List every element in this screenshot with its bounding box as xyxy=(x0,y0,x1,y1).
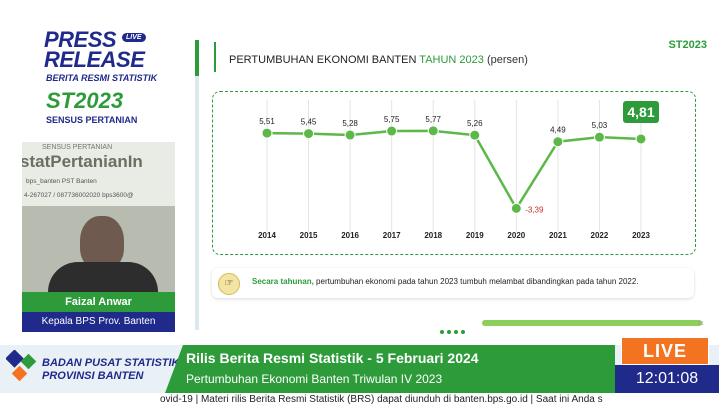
x-tick-label: 2017 xyxy=(383,231,401,240)
lower-third-main xyxy=(165,345,615,393)
data-label: 5,28 xyxy=(342,119,358,128)
broadcast-clock: 12:01:08 xyxy=(615,365,719,393)
data-point xyxy=(386,125,398,137)
speaker-role: Kepala BPS Prov. Banten xyxy=(41,316,156,327)
x-tick-label: 2020 xyxy=(507,231,525,240)
note-box: ☞ Secara tahunan, pertumbuhan ekonomi pa… xyxy=(212,268,694,298)
data-label: 5,26 xyxy=(467,119,483,128)
st2023-corner-logo: ST2023 xyxy=(668,39,707,51)
data-label: 4,49 xyxy=(550,126,566,135)
org-line2: PROVINSI BANTEN xyxy=(42,370,144,382)
x-tick-label: 2015 xyxy=(300,231,318,240)
chart-container: 5,51 2014 5,45 2015 5,28 2016 5,75 2017 5,77 2018… xyxy=(212,91,696,255)
sensus-pertanian-label: SENSUS PERTANIAN xyxy=(46,115,138,125)
banner-social-text: bps_banten PST Banten xyxy=(26,178,97,185)
data-point xyxy=(303,128,315,140)
news-ticker: ovid-19 | Materi rilis Berita Resmi Stat… xyxy=(0,393,719,406)
slide-dots xyxy=(440,321,468,339)
data-point xyxy=(552,136,564,148)
data-point xyxy=(427,125,439,137)
slide-title-unit: (persen) xyxy=(486,54,528,66)
broadcast-subtitle: Pertumbuhan Ekonomi Banten Triwulan IV 2… xyxy=(186,372,443,386)
press-line2: RELEASE xyxy=(44,47,145,72)
data-point xyxy=(510,202,522,214)
data-point xyxy=(635,133,647,145)
slide-title-main: PERTUMBUHAN EKONOMI BANTEN xyxy=(229,54,417,66)
ticker-text: ovid-19 | Materi rilis Berita Resmi Stat… xyxy=(160,394,603,405)
slide-side-strip xyxy=(195,76,199,330)
backdrop-banner: SENSUS PERTANIAN statPertanianIn bps_ban… xyxy=(22,142,175,206)
x-tick-label: 2018 xyxy=(424,231,442,240)
data-label: 5,45 xyxy=(301,118,317,127)
data-label: -3,39 xyxy=(525,205,544,214)
x-tick-label: 2019 xyxy=(466,231,484,240)
slide-page-number: 21 xyxy=(698,321,704,327)
data-point xyxy=(261,127,273,139)
note-hand-icon: ☞ xyxy=(218,273,240,295)
data-point xyxy=(469,129,481,141)
banner-large-text: statPertanianIn xyxy=(22,152,143,171)
slide-progress-bar xyxy=(482,320,702,326)
live-badge-small: LIVE xyxy=(122,33,146,42)
bps-org-name: BADAN PUSAT STATISTIK PROVINSI BANTEN xyxy=(42,357,180,383)
data-point xyxy=(593,131,605,143)
slide-title-year: TAHUN 2023 xyxy=(419,54,484,66)
bps-logo-icon xyxy=(6,350,37,382)
note-rest: pertumbuhan ekonomi pada tahun 2023 tumb… xyxy=(316,277,639,286)
banner-small-text: SENSUS PERTANIAN xyxy=(42,144,113,151)
banner-phone-text: 4-267027 / 087736002020 bps3600@ xyxy=(24,192,134,199)
line-chart: 5,51 2014 5,45 2015 5,28 2016 5,75 2017 5,77 2018… xyxy=(258,100,659,240)
data-label: 5,03 xyxy=(592,121,608,130)
data-label: 5,77 xyxy=(425,115,441,124)
org-line1: BADAN PUSAT STATISTIK xyxy=(42,357,180,369)
dot xyxy=(461,330,465,334)
slide-progress-fill xyxy=(482,320,702,326)
dot xyxy=(440,330,444,334)
series-line xyxy=(266,129,642,211)
x-tick-label: 2021 xyxy=(549,231,567,240)
highlight-data-label: 4,81 xyxy=(627,104,654,120)
note-lead: Secara tahunan, xyxy=(252,277,314,286)
press-release-logo: PRESS RELEASE xyxy=(44,27,145,72)
note-text: Secara tahunan, pertumbuhan ekonomi pada… xyxy=(252,277,639,286)
brs-subtitle: BERITA RESMI STATISTIK xyxy=(46,73,158,83)
live-indicator: LIVE xyxy=(621,337,709,365)
slide-accent-bar xyxy=(195,40,199,76)
dot xyxy=(454,330,458,334)
data-label: 5,75 xyxy=(384,115,400,124)
data-point xyxy=(344,129,356,141)
dot xyxy=(447,330,451,334)
speaker-name-bar: Faizal Anwar xyxy=(22,292,175,312)
speaker-head xyxy=(80,216,124,270)
x-tick-label: 2016 xyxy=(341,231,359,240)
press-line1: PRESS xyxy=(44,27,117,52)
st2023-logo: ST2023 xyxy=(46,88,124,113)
broadcast-title: Rilis Berita Resmi Statistik - 5 Februar… xyxy=(186,350,479,366)
data-label: 5,51 xyxy=(259,117,275,126)
x-tick-label: 2022 xyxy=(591,231,609,240)
speaker-name: Faizal Anwar xyxy=(65,296,132,308)
presentation-slide: PERTUMBUHAN EKONOMI BANTEN TAHUN 2023 (p… xyxy=(190,0,719,345)
left-panel: PRESS RELEASE LIVE BERITA RESMI STATISTI… xyxy=(0,0,190,345)
x-tick-label: 2014 xyxy=(258,231,276,240)
slide-title: PERTUMBUHAN EKONOMI BANTEN TAHUN 2023 (p… xyxy=(229,54,528,66)
speaker-role-bar: Kepala BPS Prov. Banten xyxy=(22,312,175,332)
x-tick-label: 2023 xyxy=(632,231,650,240)
highlight-label-bg xyxy=(623,100,659,123)
title-accent xyxy=(214,42,216,72)
